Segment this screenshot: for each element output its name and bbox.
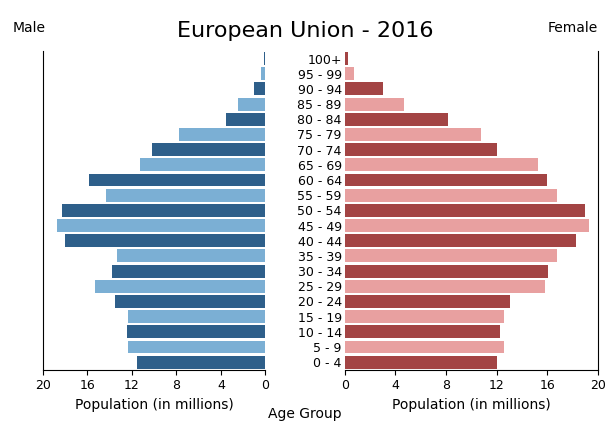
Bar	[129, 310, 265, 323]
Bar	[345, 310, 504, 323]
Bar	[345, 280, 545, 293]
Bar	[345, 143, 497, 156]
Bar	[345, 98, 404, 110]
Bar	[112, 265, 265, 278]
Bar	[345, 52, 348, 65]
Bar	[179, 128, 265, 141]
Bar	[345, 128, 481, 141]
Bar	[345, 249, 558, 262]
Bar	[65, 234, 265, 247]
Bar	[262, 67, 265, 80]
Bar	[90, 173, 265, 187]
Bar	[129, 340, 265, 354]
Text: Age Group: Age Group	[268, 407, 342, 421]
Bar	[345, 204, 585, 217]
Bar	[345, 82, 382, 95]
Bar	[345, 113, 448, 126]
Text: Female: Female	[548, 21, 598, 35]
Bar	[345, 234, 576, 247]
Bar	[115, 295, 265, 308]
Bar	[152, 143, 265, 156]
Bar	[62, 204, 265, 217]
Bar	[254, 82, 265, 95]
Bar	[345, 326, 500, 338]
Bar	[345, 356, 497, 368]
Bar	[345, 295, 511, 308]
Bar	[345, 219, 589, 232]
Bar	[137, 356, 265, 368]
X-axis label: Population (in millions): Population (in millions)	[74, 398, 234, 412]
Bar	[226, 113, 265, 126]
Bar	[117, 249, 265, 262]
Bar	[345, 189, 558, 201]
Bar	[345, 159, 538, 171]
Bar	[237, 98, 265, 110]
Bar	[345, 67, 354, 80]
Bar	[106, 189, 265, 201]
Text: Male: Male	[12, 21, 45, 35]
Bar	[345, 265, 548, 278]
Text: European Union - 2016: European Union - 2016	[177, 21, 433, 41]
X-axis label: Population (in millions): Population (in millions)	[392, 398, 551, 412]
Bar	[57, 219, 265, 232]
Bar	[345, 340, 504, 354]
Bar	[95, 280, 265, 293]
Bar	[345, 173, 547, 187]
Bar	[140, 159, 265, 171]
Bar	[127, 326, 265, 338]
